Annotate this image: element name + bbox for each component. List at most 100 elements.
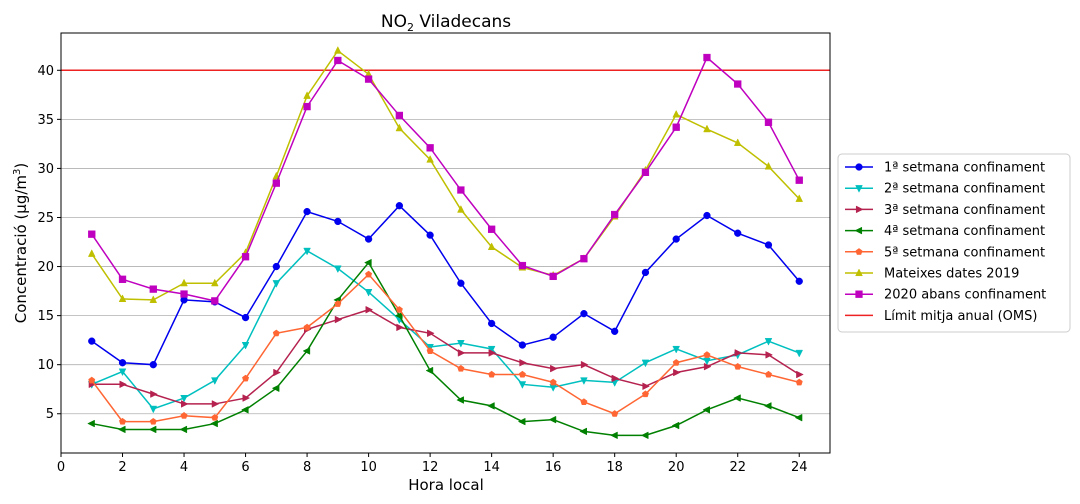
data-point bbox=[855, 185, 863, 193]
data-point bbox=[149, 405, 158, 414]
data-point bbox=[457, 340, 465, 348]
x-tick-label: 2 bbox=[118, 460, 126, 475]
data-point bbox=[734, 229, 742, 237]
data-point bbox=[488, 349, 497, 357]
data-point bbox=[210, 278, 219, 287]
series-3 bbox=[88, 305, 804, 408]
data-point bbox=[119, 380, 128, 389]
data-point bbox=[117, 425, 126, 434]
data-point bbox=[488, 370, 496, 378]
data-point bbox=[640, 431, 649, 440]
y-axis-label: Concentració (μg/m3) bbox=[12, 163, 30, 324]
data-point bbox=[365, 305, 374, 314]
legend-label: 1ª setmana confinament bbox=[884, 161, 1045, 176]
x-tick-label: 20 bbox=[668, 460, 685, 475]
data-point bbox=[334, 46, 342, 54]
data-point bbox=[149, 417, 157, 425]
data-point bbox=[271, 384, 280, 393]
data-point bbox=[487, 345, 496, 354]
y-tick-label: 35 bbox=[37, 113, 54, 128]
data-point bbox=[764, 118, 773, 126]
data-point bbox=[149, 285, 157, 293]
data-point bbox=[702, 406, 711, 414]
data-point bbox=[334, 315, 343, 324]
data-point bbox=[703, 53, 711, 62]
legend-label: 5ª setmana confinament bbox=[884, 245, 1045, 260]
data-point bbox=[303, 91, 311, 99]
data-point bbox=[734, 80, 742, 88]
x-tick-label: 14 bbox=[483, 460, 500, 475]
data-point bbox=[242, 394, 251, 402]
data-point bbox=[426, 347, 434, 354]
x-tick-label: 22 bbox=[729, 460, 746, 475]
data-point bbox=[364, 75, 373, 83]
data-point bbox=[365, 270, 373, 278]
y-tick-label: 20 bbox=[37, 260, 54, 275]
data-point bbox=[334, 217, 342, 226]
data-point bbox=[579, 427, 587, 436]
y-tick-label: 5 bbox=[46, 407, 54, 422]
data-point bbox=[457, 279, 465, 287]
legend-label: 2020 abans confinament bbox=[884, 288, 1046, 303]
series-2 bbox=[87, 247, 804, 414]
x-tick-label: 18 bbox=[606, 460, 623, 475]
series-5 bbox=[88, 270, 803, 425]
data-point bbox=[303, 102, 311, 111]
data-point bbox=[180, 278, 188, 287]
data-point bbox=[854, 226, 863, 235]
data-point bbox=[180, 412, 188, 419]
data-point bbox=[672, 109, 681, 118]
series-line bbox=[91, 261, 800, 437]
grid-layer bbox=[61, 69, 830, 415]
data-point bbox=[580, 360, 589, 369]
data-point bbox=[518, 261, 527, 270]
legend: 1ª setmana confinament 2ª setmana confina… bbox=[837, 153, 1071, 333]
data-point bbox=[517, 417, 526, 426]
data-point bbox=[611, 410, 619, 417]
data-point bbox=[764, 161, 773, 170]
data-point bbox=[855, 163, 863, 171]
data-point bbox=[210, 419, 218, 428]
data-point bbox=[764, 338, 773, 346]
data-point bbox=[795, 277, 803, 285]
data-point bbox=[764, 370, 773, 378]
data-point bbox=[211, 297, 219, 305]
data-point bbox=[149, 295, 158, 303]
data-point bbox=[703, 357, 711, 366]
x-tick-label: 12 bbox=[422, 460, 439, 475]
data-point bbox=[457, 186, 465, 194]
data-point bbox=[795, 349, 804, 358]
legend-label: Mateixes dates 2019 bbox=[884, 267, 1019, 282]
data-point bbox=[272, 262, 280, 271]
series-line bbox=[91, 273, 800, 423]
data-point bbox=[764, 241, 773, 249]
x-tick-label: 4 bbox=[180, 460, 188, 475]
data-point bbox=[734, 349, 743, 357]
legend-label: 2ª setmana confinament bbox=[884, 182, 1045, 197]
data-point bbox=[672, 235, 680, 243]
data-point bbox=[641, 359, 650, 368]
x-tick-label: 8 bbox=[303, 460, 311, 475]
y-tick-label: 40 bbox=[37, 64, 54, 79]
data-point bbox=[549, 333, 557, 341]
data-point bbox=[272, 280, 281, 288]
series-line bbox=[91, 308, 800, 405]
x-tick-label: 10 bbox=[360, 460, 377, 475]
data-point bbox=[855, 205, 864, 214]
data-point bbox=[426, 231, 434, 239]
data-point bbox=[242, 374, 250, 382]
data-point bbox=[364, 258, 372, 267]
x-tick-label: 6 bbox=[241, 460, 249, 475]
data-point bbox=[241, 342, 250, 350]
data-point bbox=[794, 413, 803, 422]
data-point bbox=[457, 205, 465, 213]
y-tick-label: 30 bbox=[37, 162, 54, 177]
data-point bbox=[457, 349, 466, 357]
data-point bbox=[334, 265, 342, 274]
data-point bbox=[211, 400, 220, 408]
x-tick-label: 24 bbox=[791, 460, 808, 475]
data-point bbox=[487, 319, 496, 328]
data-point bbox=[395, 202, 404, 210]
